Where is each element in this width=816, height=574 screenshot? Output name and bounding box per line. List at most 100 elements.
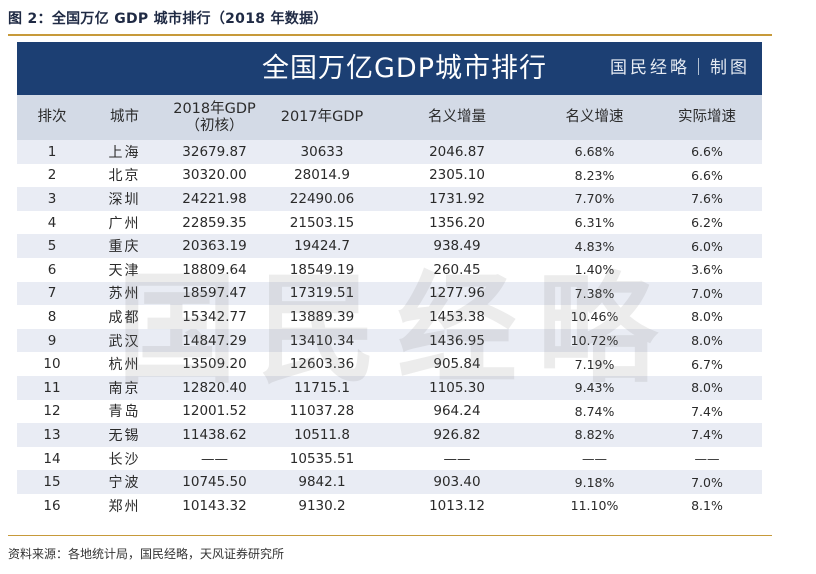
cell-real-growth: 7.0% — [652, 470, 762, 494]
cell-gdp-2017: 13410.34 — [267, 328, 377, 353]
cell-city: 广州 — [87, 210, 162, 235]
cell-gdp-2018: 32679.87 — [162, 140, 267, 164]
cell-rank: 11 — [17, 375, 87, 400]
cell-gdp-2017: 21503.15 — [267, 210, 377, 235]
cell-rank: 1 — [17, 140, 87, 164]
cell-gdp-2017: 11715.1 — [267, 375, 377, 400]
cell-city: 上海 — [87, 140, 162, 164]
cell-city: 南京 — [87, 375, 162, 400]
cell-rank: 8 — [17, 305, 87, 329]
cell-nominal-increase: 1436.95 — [377, 328, 537, 353]
cell-gdp-2018: 24221.98 — [162, 187, 267, 211]
cell-gdp-2018: —— — [162, 446, 267, 471]
cell-nominal-growth: —— — [537, 446, 652, 471]
cell-rank: 5 — [17, 234, 87, 258]
table-row: 15 宁波 10745.50 9842.1 903.40 9.18% 7.0% — [17, 470, 762, 494]
cell-gdp-2017: 10535.51 — [267, 446, 377, 471]
cell-rank: 7 — [17, 281, 87, 306]
column-header-nominal-increase: 名义增量 — [377, 95, 537, 140]
cell-gdp-2017: 19424.7 — [267, 234, 377, 258]
table-row: 12 青岛 12001.52 11037.28 964.24 8.74% 7.4% — [17, 399, 762, 424]
cell-city: 郑州 — [87, 493, 162, 518]
cell-nominal-increase: 1356.20 — [377, 210, 537, 235]
cell-real-growth: 6.0% — [652, 234, 762, 258]
column-header-gdp-2018: 2018年GDP （初核） — [162, 95, 267, 140]
cell-rank: 15 — [17, 470, 87, 494]
cell-nominal-increase: —— — [377, 446, 537, 471]
cell-gdp-2017: 17319.51 — [267, 281, 377, 306]
cell-rank: 13 — [17, 423, 87, 447]
column-header-city: 城市 — [87, 95, 162, 140]
cell-gdp-2017: 12603.36 — [267, 352, 377, 376]
cell-nominal-increase: 2046.87 — [377, 140, 537, 164]
cell-nominal-increase: 1453.38 — [377, 305, 537, 329]
banner-title: 全国万亿GDP城市排行 — [262, 53, 547, 84]
cell-nominal-increase: 905.84 — [377, 352, 537, 376]
table-row: 13 无锡 11438.62 10511.8 926.82 8.82% 7.4% — [17, 423, 762, 447]
cell-real-growth: 7.0% — [652, 281, 762, 306]
cell-gdp-2018: 20363.19 — [162, 234, 267, 258]
cell-real-growth: 6.7% — [652, 352, 762, 376]
table-row: 5 重庆 20363.19 19424.7 938.49 4.83% 6.0% — [17, 234, 762, 258]
cell-real-growth: 8.0% — [652, 305, 762, 329]
cell-nominal-growth: 6.68% — [537, 140, 652, 164]
cell-nominal-growth: 7.70% — [537, 187, 652, 211]
table-banner: 全国万亿GDP城市排行 国民经略｜制图 — [17, 42, 762, 95]
cell-rank: 14 — [17, 446, 87, 471]
cell-rank: 6 — [17, 257, 87, 282]
cell-gdp-2017: 9842.1 — [267, 470, 377, 494]
cell-gdp-2018: 12001.52 — [162, 399, 267, 424]
table-row: 3 深圳 24221.98 22490.06 1731.92 7.70% 7.6% — [17, 187, 762, 211]
cell-real-growth: 3.6% — [652, 257, 762, 282]
cell-real-growth: 8.1% — [652, 493, 762, 518]
cell-real-growth: —— — [652, 446, 762, 471]
cell-gdp-2017: 13889.39 — [267, 305, 377, 329]
cell-nominal-growth: 9.43% — [537, 375, 652, 400]
cell-nominal-increase: 2305.10 — [377, 163, 537, 188]
cell-gdp-2018: 22859.35 — [162, 210, 267, 235]
cell-nominal-growth: 10.72% — [537, 328, 652, 353]
cell-rank: 4 — [17, 210, 87, 235]
table-row: 4 广州 22859.35 21503.15 1356.20 6.31% 6.2% — [17, 210, 762, 235]
cell-city: 北京 — [87, 163, 162, 188]
column-header-gdp-2017: 2017年GDP — [267, 95, 377, 140]
cell-real-growth: 6.2% — [652, 210, 762, 235]
cell-gdp-2018: 18597.47 — [162, 281, 267, 306]
cell-rank: 12 — [17, 399, 87, 424]
cell-real-growth: 8.0% — [652, 328, 762, 353]
cell-real-growth: 6.6% — [652, 163, 762, 188]
table-row: 1 上海 32679.87 30633 2046.87 6.68% 6.6% — [17, 140, 762, 164]
table-row: 6 天津 18809.64 18549.19 260.45 1.40% 3.6% — [17, 257, 762, 282]
cell-nominal-growth: 1.40% — [537, 257, 652, 282]
cell-city: 武汉 — [87, 328, 162, 353]
cell-nominal-increase: 938.49 — [377, 234, 537, 258]
cell-nominal-growth: 8.74% — [537, 399, 652, 424]
cell-rank: 16 — [17, 493, 87, 518]
cell-gdp-2018: 12820.40 — [162, 375, 267, 400]
cell-gdp-2017: 11037.28 — [267, 399, 377, 424]
cell-real-growth: 7.4% — [652, 423, 762, 447]
cell-city: 天津 — [87, 257, 162, 282]
cell-city: 杭州 — [87, 352, 162, 376]
header-row: 排次 城市 2018年GDP （初核） 2017年GDP 名义增量 名义增速 实际增速 — [17, 95, 762, 140]
cell-real-growth: 8.0% — [652, 375, 762, 400]
cell-nominal-growth: 10.46% — [537, 305, 652, 329]
cell-nominal-increase: 926.82 — [377, 423, 537, 447]
cell-nominal-growth: 8.82% — [537, 423, 652, 447]
cell-rank: 9 — [17, 328, 87, 353]
cell-gdp-2017: 10511.8 — [267, 423, 377, 447]
table-row: 8 成都 15342.77 13889.39 1453.38 10.46% 8.0% — [17, 305, 762, 329]
cell-nominal-increase: 1277.96 — [377, 281, 537, 306]
table-row: 16 郑州 10143.32 9130.2 1013.12 11.10% 8.1% — [17, 493, 762, 518]
cell-rank: 3 — [17, 187, 87, 211]
table-header: 排次 城市 2018年GDP （初核） 2017年GDP 名义增量 名义增速 实际增速 — [17, 95, 762, 140]
table-row: 7 苏州 18597.47 17319.51 1277.96 7.38% 7.0% — [17, 281, 762, 306]
cell-nominal-increase: 964.24 — [377, 399, 537, 424]
column-header-real-growth: 实际增速 — [652, 95, 762, 140]
table-row: 14 长沙 —— 10535.51 —— —— —— — [17, 446, 762, 471]
table-body: 1 上海 32679.87 30633 2046.87 6.68% 6.6% 2 北京 30320… — [17, 140, 762, 518]
gdp-table: 排次 城市 2018年GDP （初核） 2017年GDP 名义增量 名义增速 实际增速 1 上海… — [17, 95, 762, 518]
cell-gdp-2018: 13509.20 — [162, 352, 267, 376]
cell-nominal-increase: 1731.92 — [377, 187, 537, 211]
cell-gdp-2018: 18809.64 — [162, 257, 267, 282]
